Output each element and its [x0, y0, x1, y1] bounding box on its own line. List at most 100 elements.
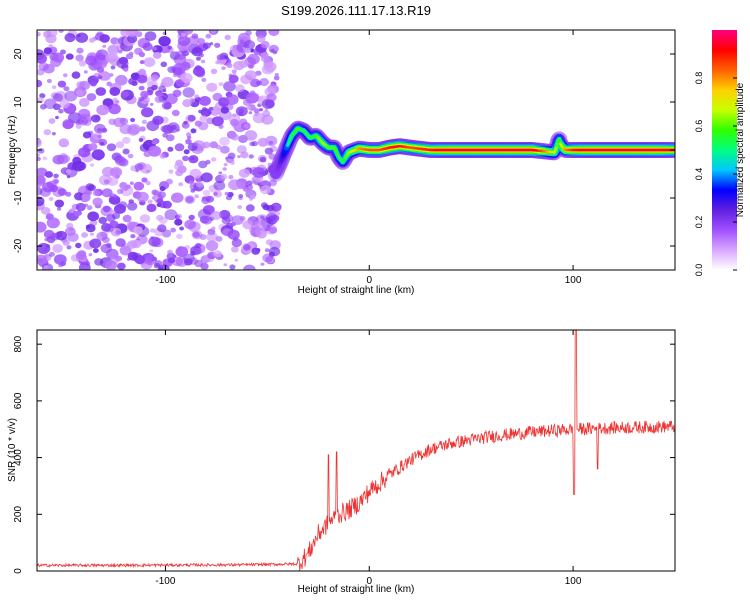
noise-blob — [37, 138, 42, 146]
noise-blob — [93, 248, 99, 254]
noise-blob — [175, 79, 184, 87]
noise-blob — [76, 47, 84, 54]
noise-blob — [76, 81, 86, 89]
noise-blob — [191, 47, 203, 57]
noise-blob — [120, 185, 134, 197]
noise-blob — [102, 44, 107, 48]
noise-blob — [37, 183, 41, 189]
noise-blob — [218, 171, 223, 175]
noise-blob — [175, 246, 189, 257]
noise-blob — [62, 119, 74, 130]
noise-blob — [225, 94, 239, 105]
spectrogram-noise-region — [37, 30, 282, 270]
y-tick-label: 200 — [13, 506, 24, 523]
noise-blob — [81, 193, 90, 201]
noise-blob — [130, 234, 136, 239]
noise-blob — [130, 117, 136, 123]
noise-blob — [153, 263, 161, 269]
noise-blob — [158, 216, 168, 224]
noise-blob — [163, 201, 170, 207]
noise-blob — [53, 93, 63, 102]
noise-blob — [147, 199, 153, 204]
noise-blob — [209, 141, 218, 149]
noise-blob — [234, 258, 239, 262]
noise-blob — [37, 187, 43, 196]
noise-blob — [88, 143, 98, 151]
noise-blob — [259, 185, 271, 195]
noise-blob — [227, 229, 240, 240]
noise-blob — [113, 194, 118, 198]
noise-blob — [134, 163, 144, 171]
noise-blob — [106, 81, 112, 87]
noise-blob — [127, 123, 141, 135]
noise-blob — [48, 118, 56, 124]
noise-blob — [53, 173, 59, 179]
noise-blob — [66, 245, 72, 250]
noise-blob — [75, 124, 82, 129]
noise-blob — [41, 207, 51, 215]
noise-blob — [247, 104, 256, 111]
noise-blob — [109, 51, 118, 60]
noise-blob — [220, 145, 230, 154]
noise-blob — [67, 232, 79, 242]
noise-blob — [250, 228, 261, 238]
colorbar-tick-label: 0.2 — [694, 216, 704, 229]
noise-blob — [89, 238, 102, 249]
noise-blob — [107, 44, 119, 55]
noise-blob — [88, 253, 93, 257]
noise-blob — [158, 85, 167, 93]
noise-blob — [268, 153, 277, 160]
noise-blob — [173, 73, 178, 77]
noise-blob — [127, 240, 138, 249]
noise-blob — [249, 197, 253, 201]
noise-blob — [127, 202, 138, 211]
noise-blob — [148, 236, 161, 247]
noise-blob — [210, 157, 217, 162]
noise-blob — [231, 215, 244, 226]
noise-blob — [140, 224, 146, 229]
noise-blob — [85, 183, 95, 191]
noise-blob — [194, 94, 200, 99]
noise-blob — [148, 145, 162, 157]
y-tick-label: -20 — [13, 238, 24, 253]
noise-blob — [37, 32, 41, 37]
noise-blob — [75, 242, 82, 249]
noise-blob — [149, 249, 154, 253]
noise-blob — [152, 115, 164, 126]
noise-blob — [127, 153, 134, 159]
noise-blob — [248, 154, 254, 159]
x-tick-label: 100 — [565, 576, 582, 587]
noise-blob — [194, 194, 200, 199]
noise-blob — [85, 224, 91, 229]
noise-blob — [59, 261, 66, 267]
noise-blob — [151, 74, 159, 82]
noise-blob — [39, 93, 46, 99]
noise-blob — [37, 79, 43, 88]
noise-blob — [37, 153, 40, 157]
noise-blob — [242, 220, 254, 230]
noise-blob — [247, 63, 255, 69]
noise-blob — [174, 218, 183, 226]
noise-blob — [167, 249, 173, 255]
noise-blob — [95, 87, 107, 96]
noise-blob — [164, 153, 169, 157]
noise-blob — [78, 60, 87, 67]
noise-blob — [37, 167, 48, 177]
noise-blob — [235, 84, 245, 93]
noise-blob — [172, 254, 177, 258]
noise-blob — [183, 253, 195, 264]
noise-blob — [138, 138, 144, 142]
noise-blob — [48, 251, 55, 257]
noise-blob — [114, 203, 126, 214]
noise-blob — [195, 69, 206, 78]
noise-blob — [237, 155, 241, 159]
noise-blob — [78, 97, 90, 107]
noise-blob — [273, 75, 280, 81]
noise-blob — [218, 124, 224, 129]
noise-blob — [115, 238, 126, 247]
noise-blob — [152, 46, 158, 51]
noise-blob — [264, 108, 269, 112]
noise-blob — [199, 215, 210, 224]
noise-blob — [45, 171, 53, 178]
